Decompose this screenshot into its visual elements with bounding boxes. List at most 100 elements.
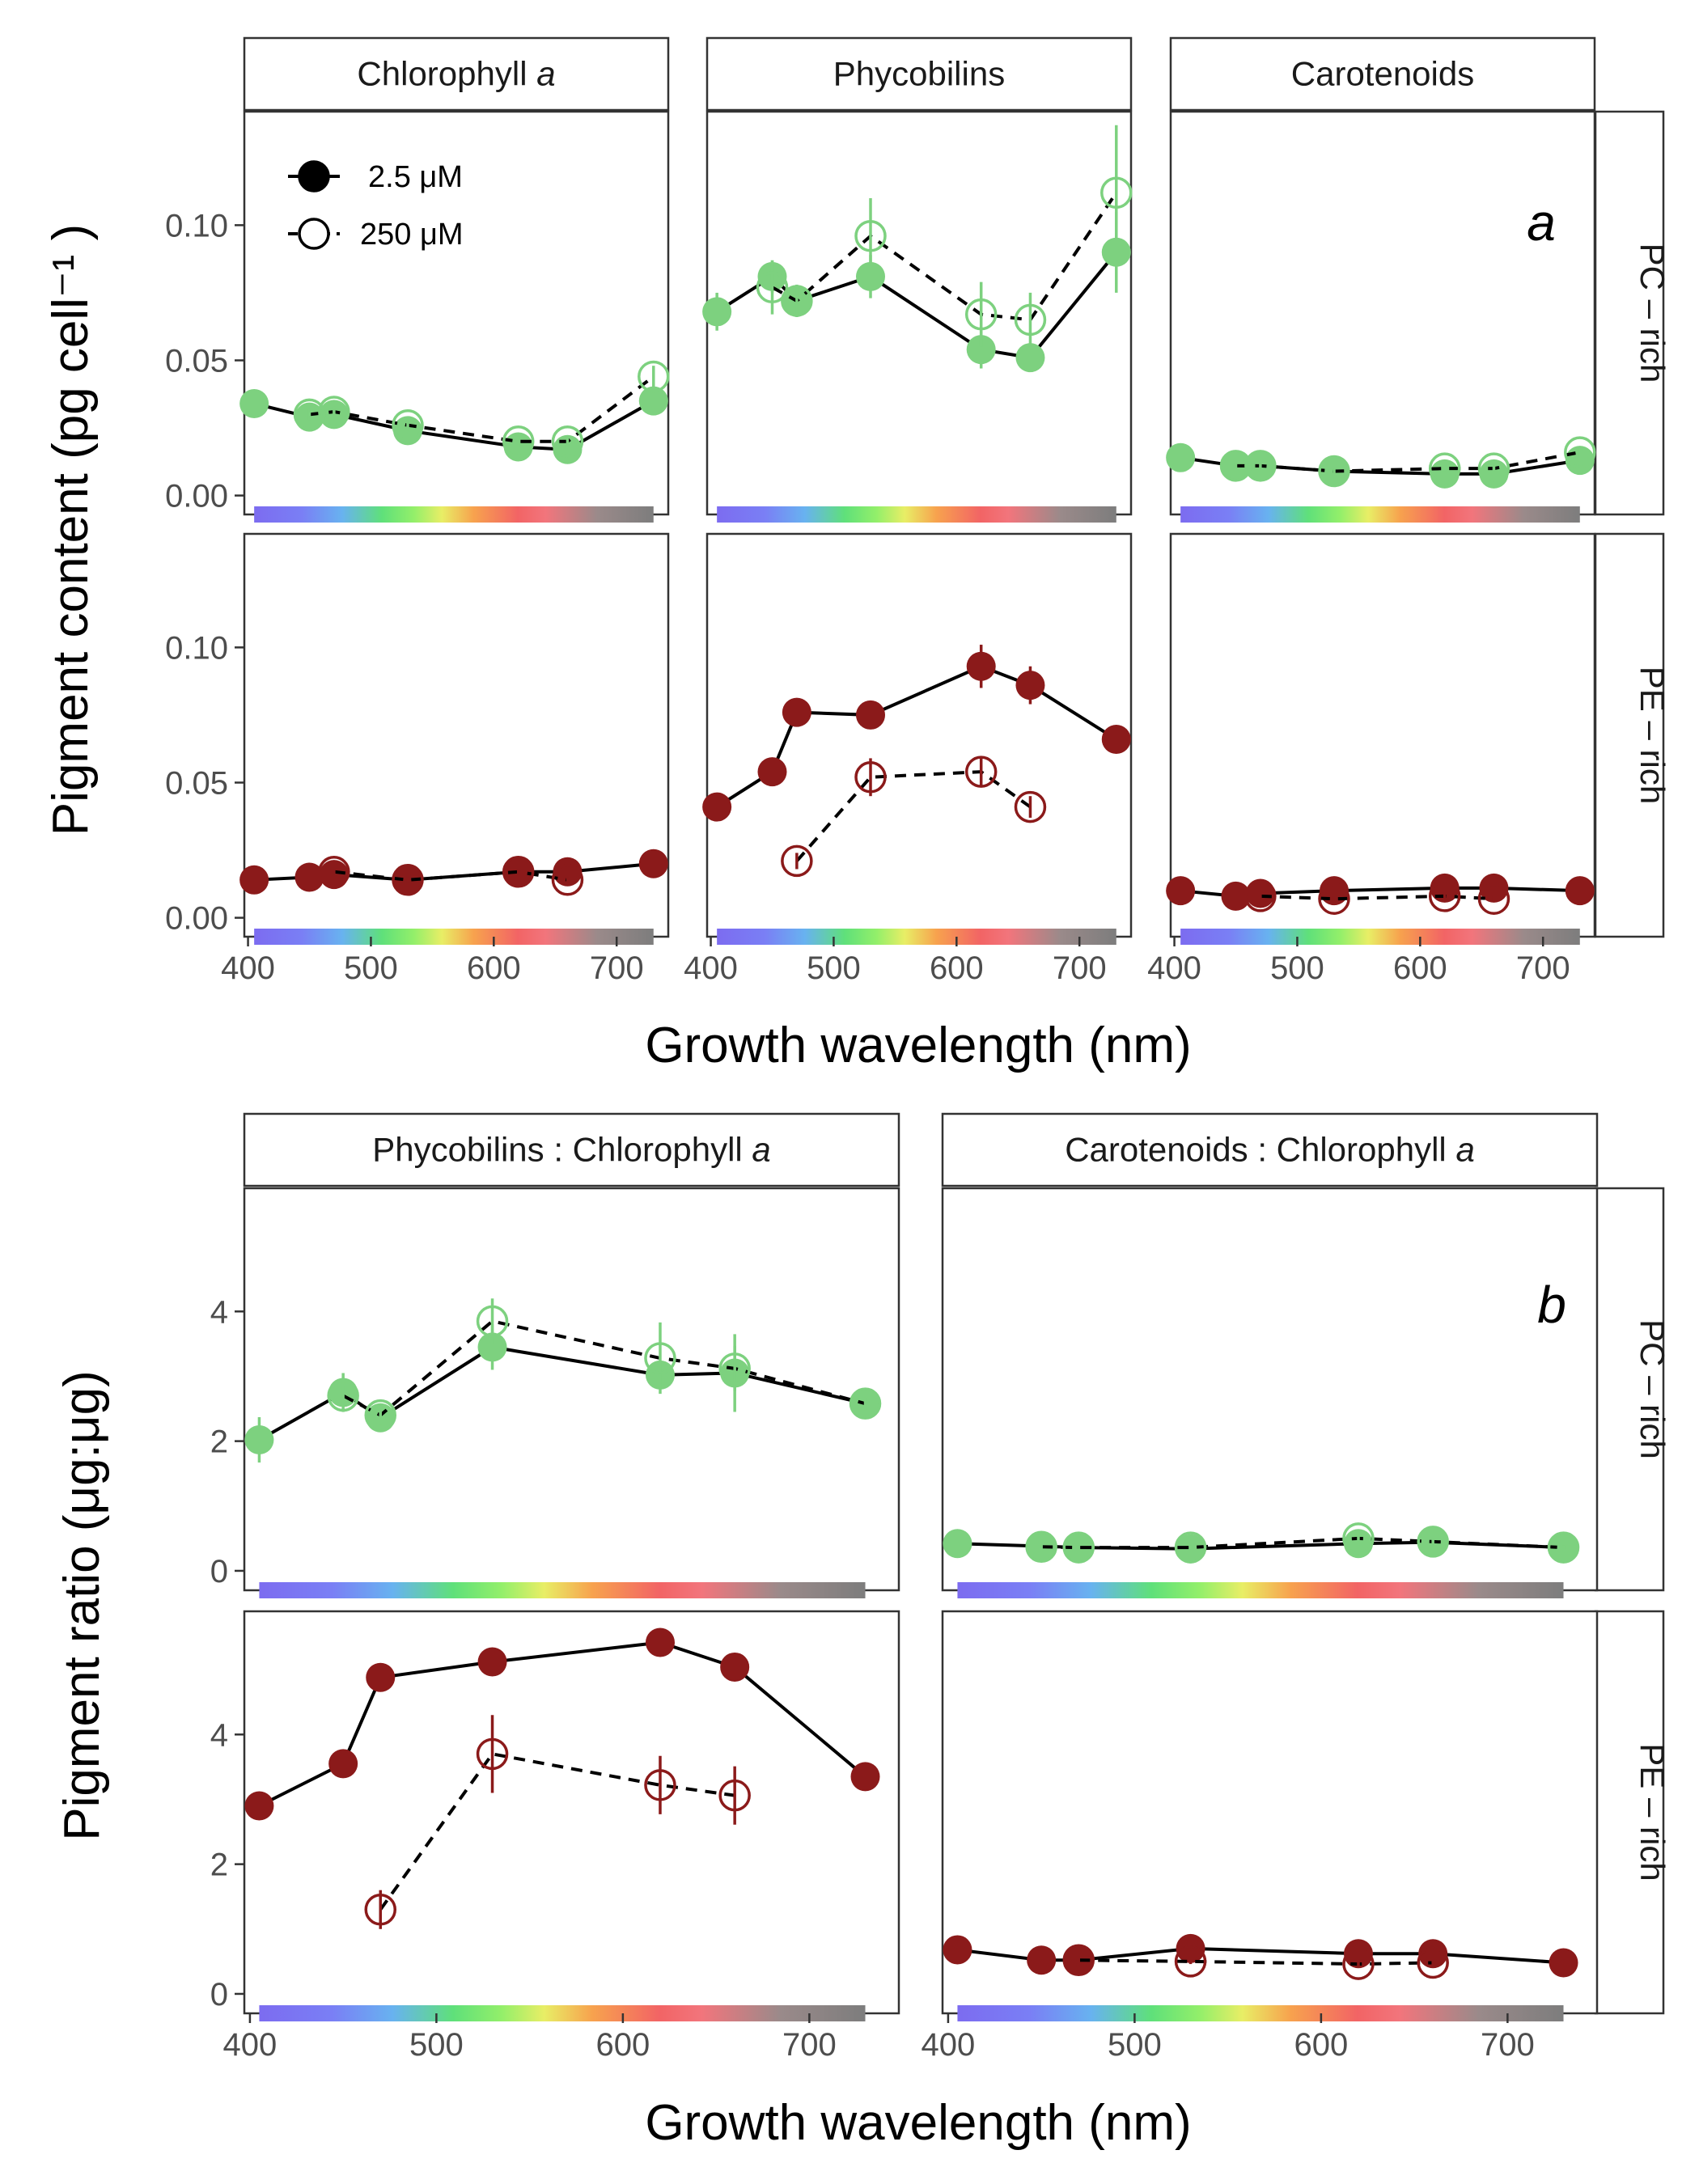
data-point [318,856,350,888]
data-point [1428,880,1461,912]
series-250-m [1219,436,1596,488]
data-point [1342,1948,1375,1980]
data-point [966,335,996,365]
panel-pe-rich-chlorophyll-a [239,532,670,945]
row-strip-pc-rich [1594,1187,1665,1592]
data-point [477,1647,507,1677]
data-point [1343,1939,1373,1969]
data-point [1418,1939,1448,1969]
series-line [379,1752,735,1911]
figure-part-b: Phycobilins : Chlorophyll a Carotenoids :… [54,1112,1671,2151]
spectrum-band [254,929,654,945]
data-point [477,1332,507,1362]
data-point [1027,1945,1057,1975]
data-point [1014,790,1047,823]
data-point [244,1425,274,1455]
panel-pc-rich-carotenoids [1166,110,1596,523]
series-line [342,1319,866,1417]
data-point [1479,873,1509,903]
panel-pe-rich-carotenoids [1166,532,1596,945]
data-point [1417,1946,1449,1979]
series-250-m [1062,1944,1449,1980]
data-point [318,396,350,428]
spectrum-band [254,506,654,523]
data-point [1342,1522,1375,1555]
row-label-pc-rich: PC – rich [1633,1319,1671,1459]
data-point [551,425,584,458]
data-point [964,298,998,331]
data-point [943,1935,972,1965]
x-tick-label: 400 [922,2027,976,2063]
x-tick-label: 400 [684,950,738,986]
panel-pe-rich-carotenoids-chlorophyll-a [941,1610,1599,2021]
data-point [854,761,887,794]
row-label-pe-rich: PE – rich [1633,1743,1671,1881]
column-label-carotenoids-chlorophyll-a: Carotenoids : Chlorophyll a [1065,1131,1475,1169]
x-axis-title: Growth wavelength (nm) [645,1018,1191,1073]
data-point [244,1791,274,1821]
y-tick-label: 0.00 [165,901,228,937]
y-tick-label: 0.10 [165,630,228,666]
series-250-m [318,856,584,896]
series-250-m [327,1298,882,1432]
x-tick-label: 400 [1147,950,1201,986]
panel-pe-rich-phycobilins [702,532,1133,945]
spectrum-band [717,929,1116,945]
panel-pc-rich-phycobilins-chlorophyll-a [243,1187,900,1598]
data-point [1174,1531,1207,1564]
data-point [854,219,887,252]
legend-label: 250 μM [360,218,464,252]
spectrum-band [259,2005,866,2021]
series-250-m [364,1715,751,1929]
y-axis-title: Pigment content (pg cell⁻¹ ) [43,224,99,836]
x-tick-label: 500 [409,2027,464,2063]
series-line [309,375,655,443]
y-axis-title: Pigment ratio (μg:μg) [54,1370,110,1840]
column-strip-phycobilins [705,36,1133,112]
row-strip-pe-rich [1594,1610,1665,2015]
data-point [1417,1526,1449,1558]
panel-tag-a: a [1527,193,1556,252]
x-tick-label: 400 [223,2027,278,2063]
data-point [645,1627,675,1657]
legend-filled-circle-icon [298,160,330,193]
spectrum-band [717,506,1116,523]
column-strip-carotenoids-chlorophyll-a [941,1112,1599,1187]
y-tick-label: 4 [210,1717,228,1753]
data-point [476,1305,509,1338]
spectrum-band [957,2005,1564,2021]
legend-open-circle-icon [298,218,330,250]
data-point [781,285,813,317]
data-point [502,856,535,888]
x-tick-label: 500 [1108,2027,1162,2063]
y-tick-label: 4 [210,1294,228,1330]
data-point [502,425,535,458]
data-point [328,1749,358,1779]
spectrum-band [1180,506,1580,523]
data-point [756,271,789,303]
data-point [1174,1945,1207,1978]
panel-border [705,532,1133,938]
panel-pe-rich-phycobilins-chlorophyll-a [243,1610,900,2021]
data-point [366,1662,396,1692]
data-point [1014,303,1047,336]
data-point [392,408,424,442]
data-point [1547,1531,1580,1564]
row-strip-pc-rich [1594,110,1665,516]
column-label-phycobilins: Phycobilins [833,55,1005,93]
series-250-m [756,125,1133,347]
data-point [551,864,584,896]
x-tick-label: 500 [1270,950,1324,986]
data-point [966,651,996,681]
data-point [1477,452,1510,485]
column-strip-carotenoids [1169,36,1596,112]
data-point [638,360,670,393]
x-tick-label: 700 [590,950,644,986]
spectrum-band [259,1582,866,1598]
data-point [644,1342,676,1374]
data-point [1062,1944,1095,1977]
series-line [795,770,1032,862]
data-point [720,1652,750,1682]
panel-tag-b: b [1537,1276,1566,1334]
data-point [718,1779,751,1812]
